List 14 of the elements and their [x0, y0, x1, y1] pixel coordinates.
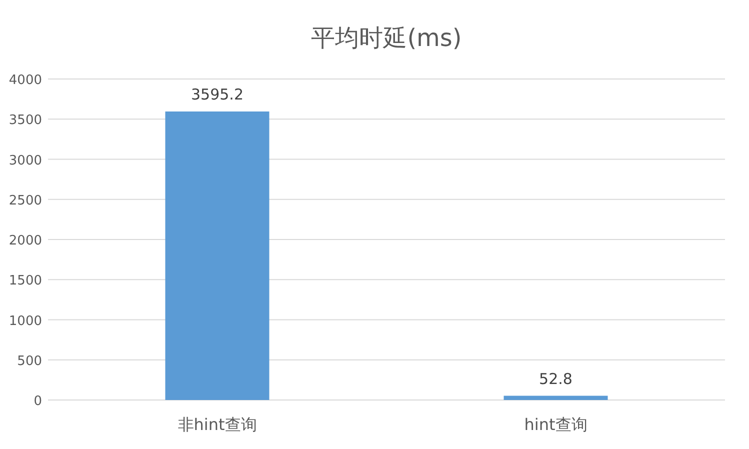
y-tick-label: 2000 [8, 234, 42, 248]
data-label: 3595.2 [191, 85, 244, 104]
y-tick-label: 4000 [8, 73, 42, 88]
y-tick-label: 2500 [8, 193, 42, 208]
y-tick-label: 1500 [8, 274, 42, 289]
data-label: 52.8 [539, 370, 572, 388]
y-tick-label: 1000 [8, 314, 42, 329]
y-tick-label: 3500 [8, 113, 42, 128]
y-tick-label: 3000 [8, 153, 42, 168]
y-tick-label: 0 [34, 394, 42, 409]
x-tick-label: hint查询 [524, 415, 588, 434]
y-tick-label: 500 [17, 354, 42, 369]
x-tick-label: 非hint查询 [178, 415, 257, 434]
chart-title: 平均时延(ms) [311, 24, 462, 52]
